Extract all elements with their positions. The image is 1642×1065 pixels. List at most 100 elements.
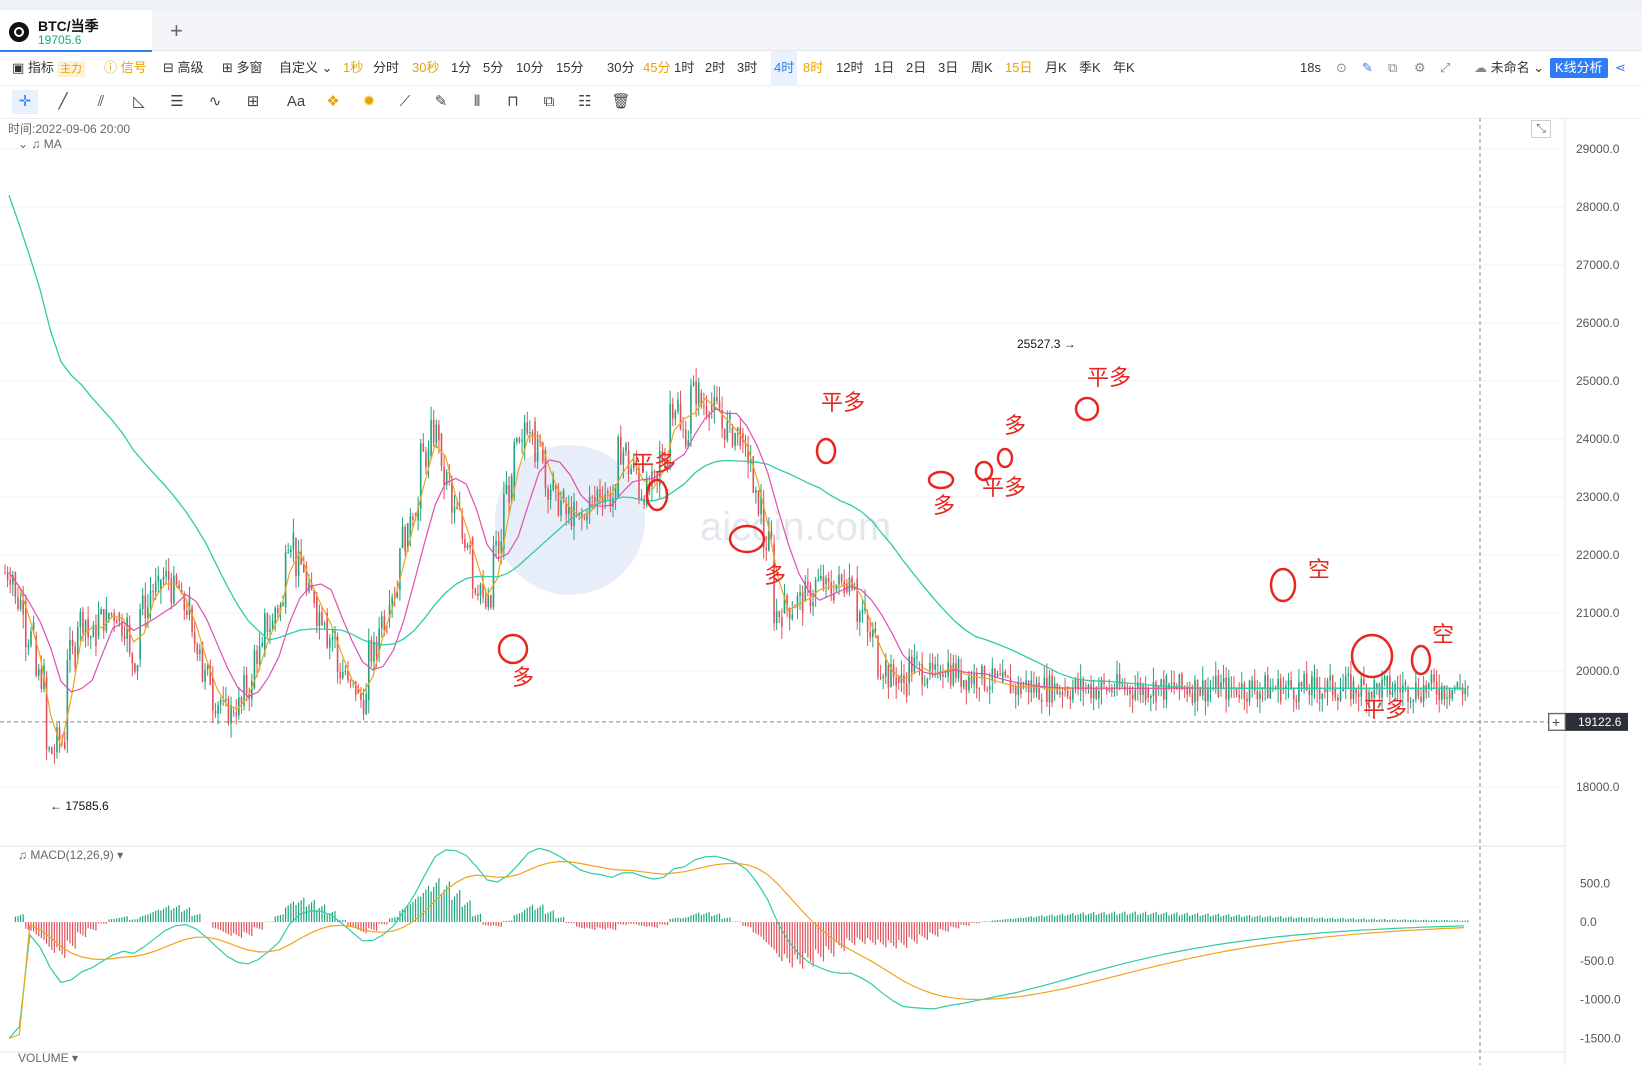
crosshair-icon[interactable]: ✛ — [12, 90, 38, 114]
signal-button[interactable]: ⓘ 信号 — [104, 51, 147, 85]
candle-body — [1014, 686, 1017, 696]
candle-body — [747, 444, 749, 464]
pen-icon[interactable]: ✎ — [1362, 60, 1373, 75]
period-22[interactable]: 年K — [1113, 60, 1135, 75]
period-18[interactable]: 周K — [971, 60, 993, 75]
text-icon[interactable]: Aa — [286, 93, 306, 110]
settings-icon[interactable]: ⚙ — [1414, 60, 1426, 75]
wave-icon[interactable]: ∿ — [208, 93, 222, 110]
candle-body — [599, 489, 601, 498]
lock-icon[interactable]: ⊓ — [507, 93, 519, 110]
candle-body — [947, 662, 949, 677]
advanced-button[interactable]: ⊟ 高级 — [163, 51, 204, 85]
candle-body — [1316, 677, 1318, 690]
period-17[interactable]: 3日 — [938, 60, 959, 75]
angle-icon[interactable]: ◺ — [133, 93, 145, 110]
list-icon[interactable]: ☷ — [578, 93, 592, 110]
period-13[interactable]: 8时 — [803, 60, 824, 75]
candle-body — [1248, 680, 1251, 702]
custom-button[interactable]: 自定义 ⌄ — [279, 51, 333, 85]
volume-legend[interactable]: VOLUME ▾ — [18, 1051, 78, 1065]
ma-legend[interactable]: ⌄ ♫ MA — [18, 137, 62, 151]
period-1[interactable]: 分时 — [373, 60, 400, 75]
channel-icon[interactable]: ⫽ — [97, 93, 105, 110]
period-7[interactable]: 30分 — [607, 60, 635, 75]
indicator-button[interactable]: ▣ 指标 主力 — [12, 51, 85, 85]
candle-body — [152, 591, 154, 593]
annotation-circle — [1350, 633, 1394, 679]
candle-body — [1412, 699, 1415, 702]
period-8[interactable]: 45分 — [643, 60, 671, 75]
candle-body — [183, 593, 186, 611]
symbol-tab[interactable]: BTC/当季 19705.6 — [0, 10, 152, 52]
period-2[interactable]: 30秒 — [412, 60, 440, 75]
brush-icon[interactable]: ✎ — [434, 93, 448, 110]
add-tab-button[interactable]: + — [170, 18, 183, 43]
copy-icon[interactable]: ⧉ — [543, 93, 555, 110]
candle-body — [1074, 678, 1077, 689]
gift-icon[interactable]: ❖ — [326, 93, 340, 110]
expand-icon[interactable]: ⤡ — [1531, 120, 1551, 138]
candle-body — [755, 490, 757, 493]
period-15[interactable]: 1日 — [874, 60, 895, 75]
candle-body — [544, 450, 547, 489]
candle-body — [349, 680, 352, 682]
fullscreen-icon[interactable]: ⤢ — [1440, 60, 1451, 75]
candle-body — [1196, 679, 1199, 701]
rect-icon[interactable]: ⊞ — [246, 93, 260, 110]
period-3[interactable]: 1分 — [451, 60, 472, 75]
period-4[interactable]: 5分 — [483, 60, 504, 75]
hlines-icon[interactable]: ☰ — [170, 93, 184, 110]
candle-body — [128, 624, 131, 654]
candle-body — [596, 489, 599, 503]
annotation-circle — [1074, 396, 1100, 422]
period-21[interactable]: 季K — [1079, 60, 1101, 75]
candle-body — [1111, 687, 1113, 692]
candle-body — [1373, 680, 1376, 699]
kline-analysis-button[interactable]: K线分析 — [1550, 58, 1608, 78]
period-0[interactable]: 1秒 — [343, 60, 364, 75]
candle-body — [552, 474, 555, 490]
candle-body — [817, 579, 820, 581]
line-icon[interactable]: ╱ — [58, 93, 68, 110]
candle-body — [225, 698, 227, 701]
candle-body — [1420, 696, 1422, 702]
trash-icon[interactable]: 🗑 — [611, 93, 631, 110]
bars-icon[interactable]: ⦀ — [473, 93, 481, 110]
gift2-icon[interactable]: ✹ — [362, 93, 376, 110]
layout-select[interactable]: ☁ 未命名 ⌄ — [1474, 51, 1544, 85]
candle-body — [762, 502, 765, 548]
candle-body — [973, 672, 975, 685]
period-10[interactable]: 2时 — [705, 60, 726, 75]
candle-body — [432, 419, 435, 443]
period-11[interactable]: 3时 — [737, 60, 758, 75]
period-6[interactable]: 15分 — [556, 60, 584, 75]
candle-body — [445, 472, 448, 485]
period-16[interactable]: 2日 — [906, 60, 927, 75]
period-9[interactable]: 1时 — [674, 60, 695, 75]
candle-body — [1337, 697, 1339, 701]
candle-body — [6, 572, 9, 580]
share-icon[interactable]: ⋖ — [1615, 60, 1626, 75]
candle-body — [17, 596, 19, 610]
period-19[interactable]: 15日 — [1005, 60, 1033, 75]
popout-icon[interactable]: ⧉ — [1388, 60, 1398, 75]
candle-body — [1321, 694, 1324, 700]
candle-body — [230, 705, 232, 724]
candle-body — [388, 604, 391, 619]
camera-icon[interactable]: ⊙ — [1336, 60, 1347, 75]
candle-body — [440, 433, 443, 467]
period-12[interactable]: 4时 — [771, 51, 798, 85]
period-5[interactable]: 10分 — [516, 60, 544, 75]
macd-legend[interactable]: ♫ MACD(12,26,9) ▾ — [18, 848, 123, 862]
period-20[interactable]: 月K — [1045, 60, 1067, 75]
refresh-interval[interactable]: 18s — [1300, 60, 1321, 75]
candle-body — [677, 399, 679, 412]
candle-body — [105, 609, 108, 631]
candle-body — [1438, 688, 1441, 700]
ruler-icon[interactable]: ⟋ — [399, 93, 411, 110]
multi-window-button[interactable]: ⊞ 多窗 — [222, 51, 263, 85]
period-14[interactable]: 12时 — [836, 60, 864, 75]
candle-body — [721, 410, 723, 429]
